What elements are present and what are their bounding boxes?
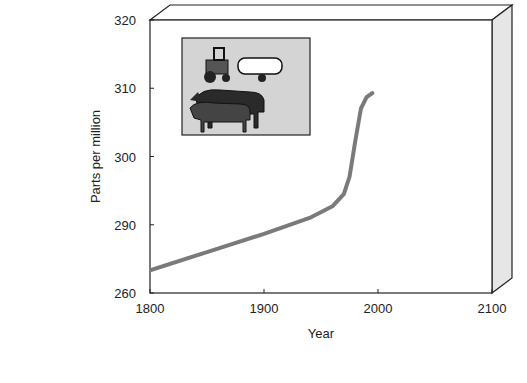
y-tick — [150, 156, 154, 157]
data-line — [150, 93, 372, 270]
series-group — [150, 93, 372, 270]
y-tick-label: 310 — [114, 81, 136, 96]
y-tick — [150, 224, 154, 225]
y-tick-label: 260 — [114, 286, 136, 301]
cow-head — [190, 92, 202, 102]
x-tick — [264, 289, 265, 293]
inset-frame — [182, 38, 310, 135]
x-tick — [492, 289, 493, 293]
tractor-wheel — [222, 74, 230, 82]
y-tick — [150, 293, 154, 294]
box-side — [492, 5, 512, 293]
x-tick-label: 2000 — [364, 301, 393, 316]
y-tick-label: 300 — [114, 150, 136, 165]
x-tick-label: 2100 — [478, 301, 507, 316]
y-axis-title: Parts per million — [88, 110, 103, 203]
y-tick-label: 320 — [114, 13, 136, 28]
cow — [190, 102, 250, 132]
x-tick-label: 1900 — [250, 301, 279, 316]
x-tick — [378, 289, 379, 293]
tractor-wheel — [204, 71, 216, 83]
tanker — [238, 58, 282, 74]
tanker-wheel — [258, 74, 266, 82]
x-axis-title: Year — [308, 326, 335, 341]
y-tick — [150, 88, 154, 89]
chart-svg: 260 290 300 310 320 1800 1900 2000 2100 Year Parts… — [0, 0, 527, 383]
x-tick-label: 1800 — [136, 301, 165, 316]
y-tick-label: 290 — [114, 218, 136, 233]
tractor-cab — [214, 48, 224, 60]
chart-root: 260 290 300 310 320 1800 1900 2000 2100 Year Parts… — [0, 0, 527, 383]
box-top — [150, 5, 512, 20]
inset-picture — [182, 38, 310, 135]
plot-frame — [150, 20, 492, 293]
x-tick — [150, 289, 151, 293]
y-tick — [150, 20, 154, 21]
